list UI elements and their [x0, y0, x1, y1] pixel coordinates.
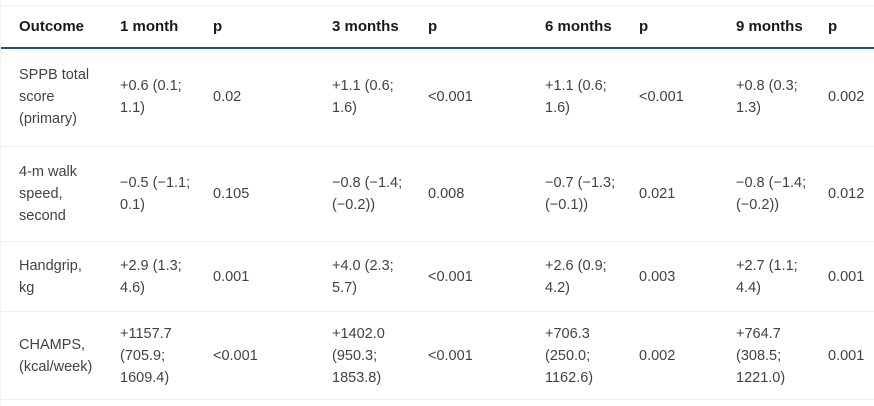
- p-value-cell: <0.001: [213, 347, 258, 364]
- outcome-label: CHAMPS, (kcal/week): [19, 336, 93, 375]
- p-value-cell: 0.008: [428, 186, 465, 202]
- column-header-1-month: 1 month: [120, 17, 179, 35]
- outcome-label: 4-m walk speed, second: [19, 164, 78, 224]
- value-cell: +1.1 (0.6; 1.6): [332, 78, 394, 117]
- value-cell: +706.3 (250.0; 1162.6): [545, 325, 594, 386]
- value-cell: −0.5 (−1.1; 0.1): [120, 175, 191, 213]
- value-cell: −0.8 (−1.4; (−0.2)): [332, 175, 403, 213]
- column-header-p3: p: [428, 17, 438, 35]
- value-cell: +2.9 (1.3; 4.6): [120, 257, 182, 296]
- outcome-label: Handgrip, kg: [19, 257, 82, 296]
- value-cell: −0.7 (−1.3; (−0.1)): [545, 175, 616, 213]
- table-header: Outcome 1 month p 3 months p 6 months p …: [1, 5, 874, 48]
- header-row: Outcome 1 month p 3 months p 6 months p …: [1, 5, 874, 48]
- value-cell: −0.8 (−1.4; (−0.2)): [736, 175, 807, 213]
- table-body: SPPB total score (primary) +0.6 (0.1; 1.…: [1, 48, 874, 400]
- column-header-3-months: 3 months: [332, 17, 399, 35]
- column-header-p1: p: [213, 17, 223, 35]
- p-value-cell: <0.001: [639, 89, 684, 106]
- table-row-champs: CHAMPS, (kcal/week) +1157.7 (705.9; 1609…: [1, 312, 874, 400]
- column-header-p9: p: [828, 17, 838, 35]
- p-value-cell: <0.001: [428, 347, 473, 364]
- column-header-p6: p: [639, 17, 649, 35]
- value-cell: +4.0 (2.3; 5.7): [332, 257, 394, 296]
- column-header-outcome: Outcome: [19, 17, 85, 35]
- value-cell: +2.6 (0.9; 4.2): [545, 257, 607, 296]
- value-cell: +764.7 (308.5; 1221.0): [736, 325, 786, 386]
- p-value-cell: <0.001: [428, 89, 473, 106]
- table-row-sppb: SPPB total score (primary) +0.6 (0.1; 1.…: [1, 48, 874, 147]
- p-value-cell: 0.001: [828, 268, 865, 285]
- p-value-cell: 0.001: [213, 268, 250, 285]
- column-header-9-months: 9 months: [736, 17, 803, 35]
- p-value-cell: <0.001: [428, 268, 473, 285]
- p-value-cell: 0.012: [828, 186, 865, 202]
- column-header-6-months: 6 months: [545, 17, 612, 35]
- p-value-cell: 0.002: [639, 347, 676, 364]
- outcomes-table: Outcome 1 month p 3 months p 6 months p …: [1, 5, 874, 400]
- p-value-cell: 0.002: [828, 89, 865, 106]
- p-value-cell: 0.021: [639, 186, 676, 202]
- outcome-label: SPPB total score (primary): [19, 67, 90, 128]
- table-row-handgrip: Handgrip, kg +2.9 (1.3; 4.6) 0.001 +4.0 …: [1, 242, 874, 312]
- value-cell: +2.7 (1.1; 4.4): [736, 257, 798, 296]
- p-value-cell: 0.105: [213, 186, 250, 202]
- value-cell: +1.1 (0.6; 1.6): [545, 78, 607, 117]
- table-row-walk-speed: 4-m walk speed, second −0.5 (−1.1; 0.1) …: [1, 147, 874, 242]
- value-cell: +1402.0 (950.3; 1853.8): [332, 325, 385, 386]
- value-cell: +0.6 (0.1; 1.1): [120, 78, 182, 117]
- p-value-cell: 0.003: [639, 268, 676, 285]
- value-cell: +1157.7 (705.9; 1609.4): [120, 325, 172, 386]
- p-value-cell: 0.001: [828, 347, 865, 364]
- value-cell: +0.8 (0.3; 1.3): [736, 78, 798, 117]
- p-value-cell: 0.02: [213, 89, 242, 106]
